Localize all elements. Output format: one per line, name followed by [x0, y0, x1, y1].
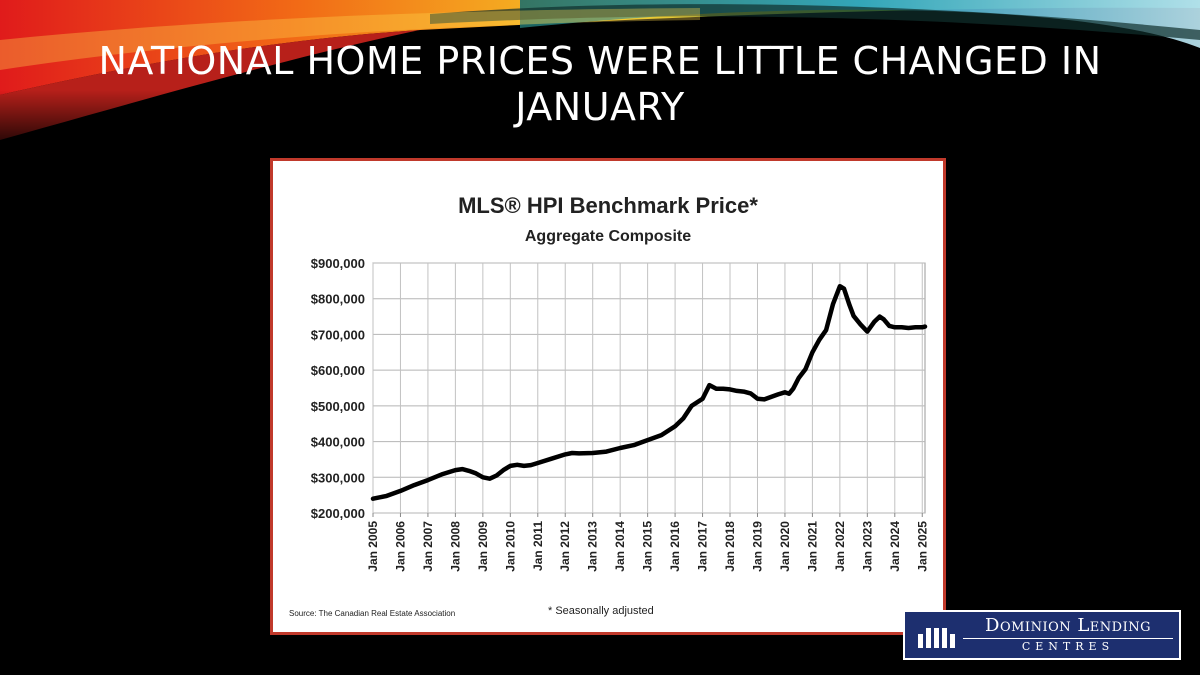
- x-tick-label: Jan 2023: [860, 521, 874, 572]
- chart-frame: MLS® HPI Benchmark Price* Aggregate Comp…: [270, 158, 946, 635]
- chart-subtitle: Aggregate Composite: [525, 228, 691, 245]
- dominion-lending-logo: Dominion Lending CENTRES: [903, 610, 1181, 660]
- chart-source: Source: The Canadian Real Estate Associa…: [289, 609, 455, 618]
- y-tick-label: $500,000: [311, 399, 365, 414]
- x-tick-label: Jan 2025: [915, 521, 929, 572]
- x-tick-label: Jan 2021: [805, 521, 819, 572]
- x-tick-label: Jan 2017: [696, 521, 710, 572]
- x-tick-label: Jan 2013: [586, 521, 600, 572]
- x-tick-label: Jan 2010: [503, 521, 517, 572]
- x-tick-label: Jan 2008: [448, 521, 462, 572]
- x-tick-label: Jan 2018: [723, 521, 737, 572]
- x-tick-label: Jan 2022: [833, 521, 847, 572]
- x-tick-label: Jan 2016: [668, 521, 682, 572]
- x-tick-label: Jan 2009: [476, 521, 490, 572]
- y-tick-label: $300,000: [311, 470, 365, 485]
- x-tick-label: Jan 2014: [613, 521, 627, 572]
- x-tick-label: Jan 2012: [558, 521, 572, 572]
- y-tick-label: $600,000: [311, 363, 365, 378]
- chart-footnote: * Seasonally adjusted: [548, 605, 654, 617]
- y-tick-label: $400,000: [311, 435, 365, 450]
- hpi-line-chart: MLS® HPI Benchmark Price* Aggregate Comp…: [289, 193, 929, 618]
- slide-title: NATIONAL HOME PRICES WERE LITTLE CHANGED…: [98, 39, 1102, 129]
- logo-subname: CENTRES: [1021, 640, 1115, 653]
- plot-area: $200,000 $300,000 $400,000 $500,000 $600,000…: [311, 256, 929, 572]
- x-tick-label: Jan 2015: [641, 521, 655, 572]
- y-tick-label: $900,000: [311, 256, 365, 271]
- logo-name: Dominion Lending: [963, 616, 1173, 639]
- x-tick-label: Jan 2007: [421, 521, 435, 572]
- x-tick-label: Jan 2006: [393, 521, 407, 572]
- y-tick-label: $200,000: [311, 506, 365, 521]
- chart-title: MLS® HPI Benchmark Price*: [458, 193, 758, 218]
- x-tick-label: Jan 2020: [778, 521, 792, 572]
- x-tick-label: Jan 2005: [366, 521, 380, 572]
- y-tick-label: $800,000: [311, 292, 365, 307]
- series-line-benchmark-price: [370, 283, 928, 501]
- x-tick-label: Jan 2011: [531, 521, 545, 571]
- columns-icon: [909, 612, 963, 658]
- y-tick-label: $700,000: [311, 327, 365, 342]
- x-tick-label: Jan 2019: [750, 521, 764, 572]
- x-tick-label: Jan 2024: [888, 521, 902, 572]
